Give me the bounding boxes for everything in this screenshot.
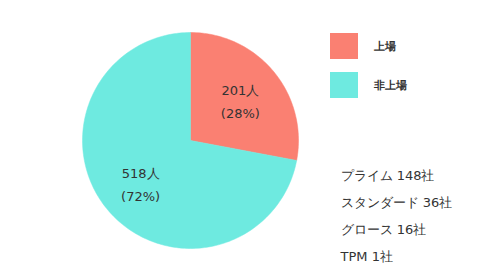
svg-text:プライム 148社: プライム 148社 bbox=[341, 168, 435, 183]
svg-text:201人(28%): 201人(28%) bbox=[221, 83, 260, 121]
svg-text:スタンダード 36社: スタンダード 36社 bbox=[341, 195, 453, 210]
svg-text:上場: 上場 bbox=[373, 40, 396, 53]
svg-text:グロース 16社: グロース 16社 bbox=[341, 222, 427, 237]
svg-text:TPM 1社: TPM 1社 bbox=[340, 249, 393, 264]
svg-text:非上場: 非上場 bbox=[373, 79, 407, 92]
svg-text:518人(72%): 518人(72%) bbox=[121, 166, 160, 204]
